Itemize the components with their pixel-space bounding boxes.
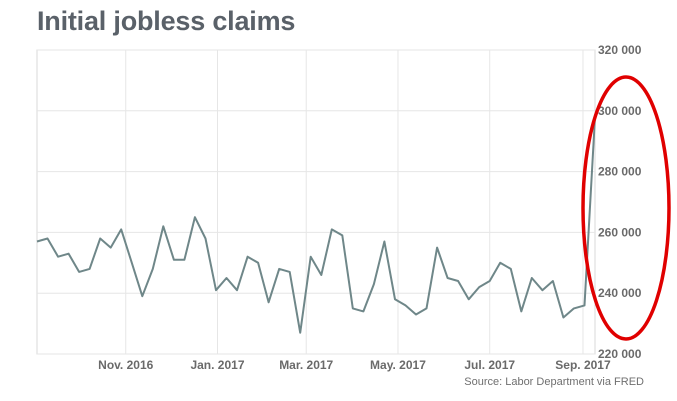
- y-axis-ticks: 220 000 240 000 260 000 280 000 300 000 320 0…: [598, 43, 642, 361]
- y-tick-label: 220 000: [598, 347, 642, 361]
- x-tick-label: Mar. 2017: [279, 358, 333, 372]
- gridlines: [37, 49, 595, 355]
- x-tick-label: Sep. 2017: [555, 358, 611, 372]
- x-tick-label: Nov. 2016: [98, 358, 153, 372]
- y-tick-label: 240 000: [598, 286, 642, 300]
- y-tick-label: 300 000: [598, 104, 642, 118]
- highlight-ellipse: [581, 75, 671, 341]
- x-tick-label: Jul. 2017: [464, 358, 515, 372]
- x-axis-ticks: Nov. 2016 Jan. 2017 Mar. 2017 May. 2017 Jul.…: [98, 358, 611, 372]
- y-tick-label: 260 000: [598, 225, 642, 239]
- plot-area: [36, 49, 596, 355]
- y-tick-label: 320 000: [598, 43, 642, 57]
- series-line: [36, 116, 596, 334]
- x-tick-label: May. 2017: [370, 358, 426, 372]
- series-group: [36, 116, 596, 334]
- chart-title: Initial jobless claims: [37, 6, 296, 36]
- y-tick-label: 280 000: [598, 165, 642, 179]
- source-note: Source: Labor Department via FRED: [464, 376, 644, 388]
- x-tick-label: Jan. 2017: [190, 358, 244, 372]
